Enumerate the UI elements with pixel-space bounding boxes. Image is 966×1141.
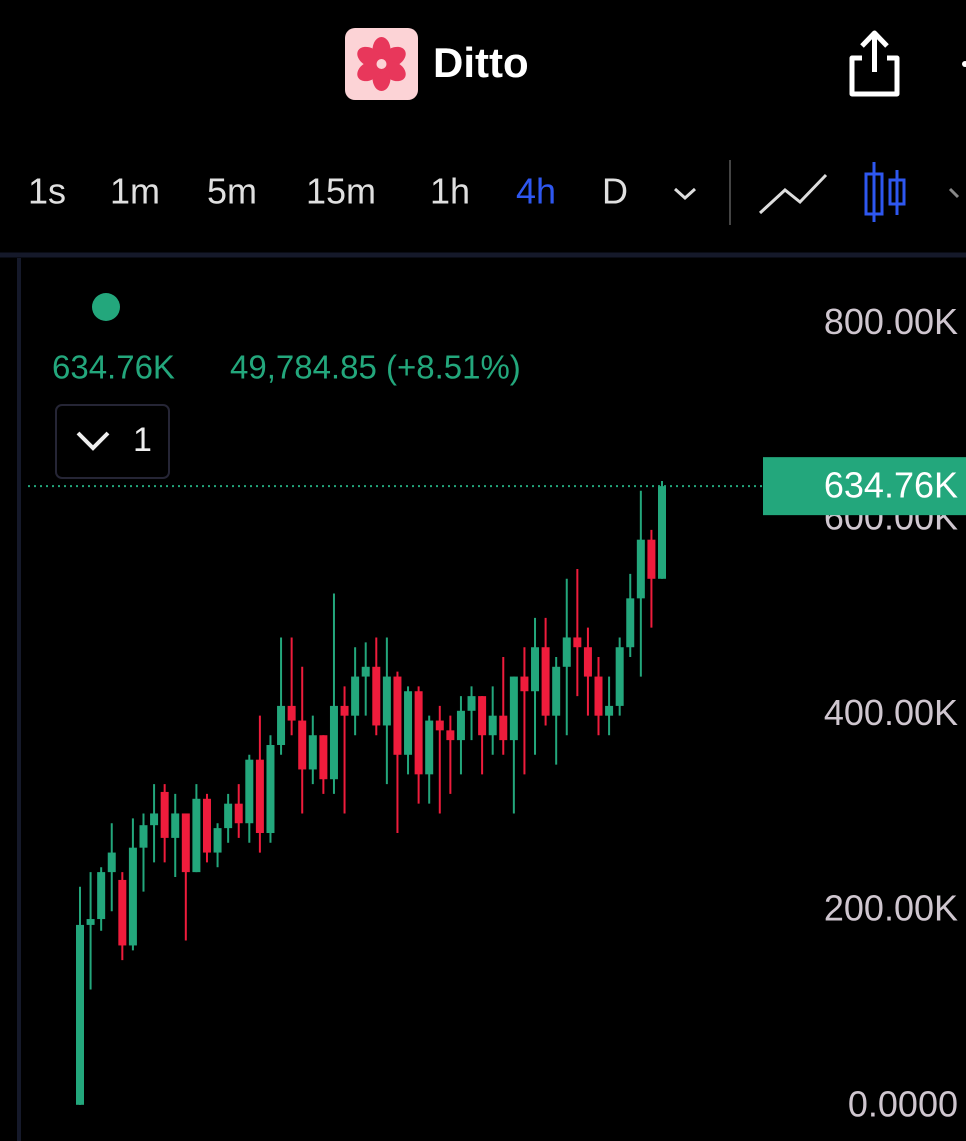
candle-body	[509, 676, 518, 741]
candle-body	[181, 813, 190, 873]
timeframe-tab[interactable]: 1h	[430, 171, 470, 212]
candle-body	[647, 539, 656, 579]
candle-body	[308, 735, 317, 770]
candle-body	[86, 919, 95, 925]
candle-body	[139, 825, 148, 848]
line-chart-button[interactable]	[758, 173, 828, 215]
candle-body	[605, 705, 614, 716]
candle-body	[202, 798, 211, 853]
candle-body	[287, 705, 296, 721]
candle-body	[118, 879, 127, 946]
scroll-hint	[948, 187, 960, 199]
candle-body	[425, 720, 434, 775]
candle-body	[615, 647, 624, 706]
candle-body	[213, 828, 222, 853]
candle-body	[478, 696, 487, 736]
more-dot	[962, 61, 966, 67]
candle-body	[351, 676, 360, 716]
candle-body	[329, 705, 338, 780]
candle-body	[319, 735, 328, 780]
candle-body	[573, 637, 582, 648]
timeframe-tab[interactable]: 1s	[28, 171, 66, 212]
candle-body	[340, 705, 349, 716]
candle-body	[552, 666, 561, 716]
candle-body	[520, 676, 529, 692]
share-button[interactable]	[849, 30, 900, 97]
candle-body	[171, 813, 180, 838]
y-tick-label: 0.0000	[848, 1083, 958, 1124]
candle-body	[499, 715, 508, 741]
timeframe-tab[interactable]: D	[602, 171, 628, 212]
candle-body	[626, 598, 635, 648]
timeframe-tab[interactable]: 5m	[207, 171, 257, 212]
timeframe-tab[interactable]: 1m	[110, 171, 160, 212]
candle-body	[160, 791, 169, 838]
candle-body	[446, 730, 455, 741]
candle-body	[531, 647, 540, 692]
candle-body	[234, 803, 243, 824]
candle-chart-button[interactable]	[864, 162, 906, 222]
y-tick-label: 200.00K	[824, 888, 958, 929]
candle-body	[277, 705, 286, 746]
candle-body	[150, 813, 159, 826]
candle-body	[76, 924, 84, 1105]
candle-body	[488, 715, 497, 736]
candle-body	[435, 720, 444, 731]
last-price-tag	[763, 457, 966, 516]
timeframe-bar: 1s 1m 5m 15m 1h 4h D	[28, 171, 628, 212]
candle-body	[562, 637, 571, 667]
candle-body	[382, 676, 391, 726]
candle-body	[224, 803, 233, 829]
app-title: Ditto	[433, 39, 529, 86]
y-tick-label: 800.00K	[824, 301, 958, 342]
candle-body	[97, 872, 106, 920]
candle-body	[658, 486, 666, 579]
candle-body	[107, 852, 116, 873]
legend-price: 634.76K	[52, 349, 175, 386]
indicator-toggle[interactable]: 1	[55, 404, 170, 479]
candle-body	[372, 666, 381, 726]
candle-body	[245, 759, 254, 824]
candle-body	[404, 691, 413, 755]
candle-body	[541, 647, 550, 716]
status-dot	[92, 293, 120, 321]
legend-change: 49,784.85 (+8.51%)	[230, 349, 521, 386]
candle-body	[255, 759, 264, 834]
candle-body	[456, 710, 465, 741]
candle-body	[393, 676, 402, 755]
timeframe-tab[interactable]: 4h	[516, 171, 556, 212]
candle-body	[414, 691, 423, 775]
plot-area: 0.0000200.00K400.00K600.00K800.00K634.76…	[28, 301, 966, 1124]
indicator-count: 1	[133, 421, 152, 459]
timeframe-tab[interactable]: 15m	[306, 171, 376, 212]
candle-body	[467, 696, 476, 711]
candle-body	[361, 666, 370, 677]
candle-body	[594, 676, 603, 716]
last-price-label: 634.76K	[824, 465, 958, 506]
candle-body	[192, 798, 201, 873]
y-tick-label: 400.00K	[824, 692, 958, 733]
timeframe-dropdown[interactable]	[673, 187, 697, 201]
app-icon	[345, 28, 418, 100]
candle-body	[266, 745, 275, 834]
candle-body	[583, 647, 592, 677]
candle-body	[298, 720, 307, 770]
candle-body	[636, 539, 645, 599]
candle-body	[128, 847, 137, 946]
